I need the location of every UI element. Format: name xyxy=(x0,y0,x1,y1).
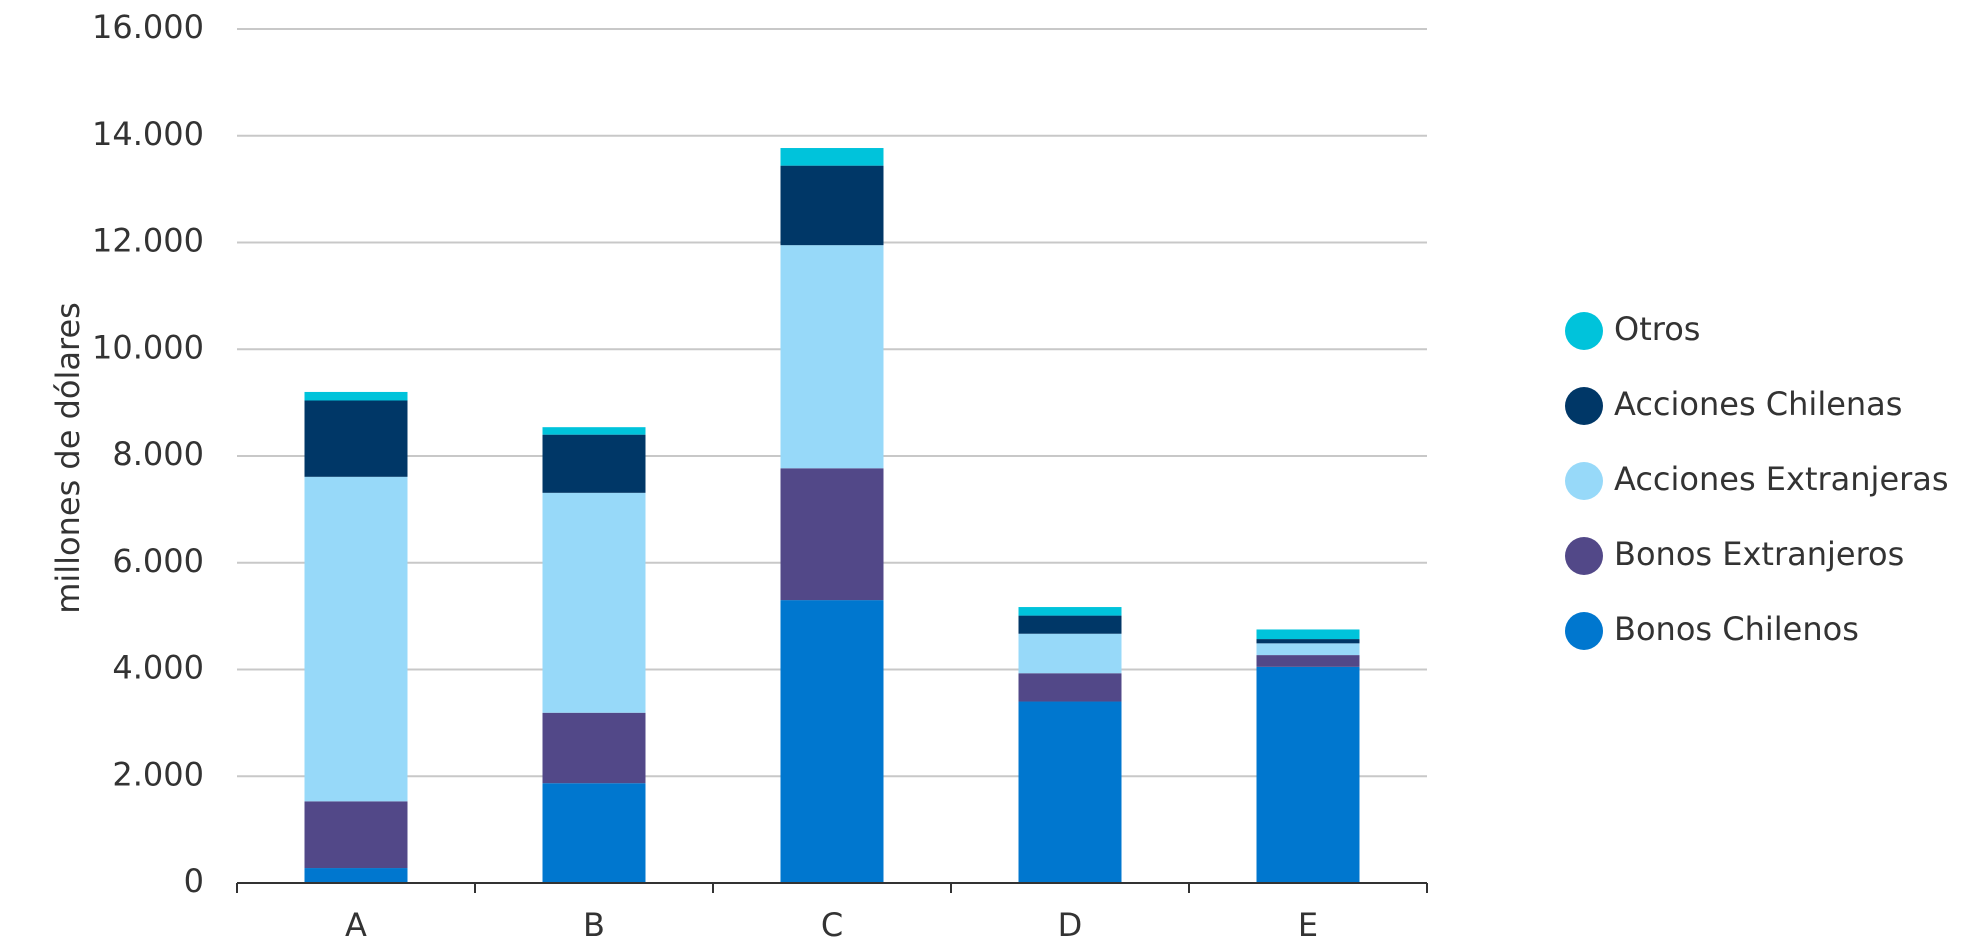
legend-swatch xyxy=(1565,462,1603,500)
bar-segment xyxy=(780,165,884,246)
legend-item: Acciones Chilenas xyxy=(1565,385,1902,425)
legend-label: Bonos Extranjeros xyxy=(1614,535,1904,573)
legend-label: Acciones Chilenas xyxy=(1614,385,1902,423)
bar-segment xyxy=(780,148,884,166)
bar-segment xyxy=(542,434,646,493)
y-tick-label: 14.000 xyxy=(92,115,204,153)
x-tick-label: B xyxy=(583,906,605,943)
y-tick-label: 12.000 xyxy=(92,222,204,260)
bar-segment xyxy=(304,400,408,477)
bar-segment xyxy=(1256,639,1360,644)
legend-item: Otros xyxy=(1565,310,1700,350)
y-tick-label: 16.000 xyxy=(92,8,204,46)
bar-segment xyxy=(1018,607,1122,616)
legend-swatch xyxy=(1565,312,1603,350)
legend: Otros Acciones Chilenas Acciones Extranjer… xyxy=(1565,310,1949,650)
bar-segment xyxy=(780,600,884,883)
bar-segment xyxy=(542,712,646,784)
y-axis-title: millones de dólares xyxy=(49,302,87,614)
bars xyxy=(304,148,1360,883)
bar-segment xyxy=(1018,673,1122,702)
legend-swatch xyxy=(1565,612,1603,650)
legend-label: Acciones Extranjeras xyxy=(1614,460,1949,498)
legend-label: Otros xyxy=(1614,310,1700,348)
x-tick-label: C xyxy=(821,906,843,943)
legend-swatch xyxy=(1565,537,1603,575)
axes: 0 2.000 4.000 6.000 8.000 10.000 12.000 14.000 1… xyxy=(92,8,1428,944)
bar-segment xyxy=(1256,643,1360,656)
y-tick-label: 0 xyxy=(184,862,204,900)
y-tick-label: 2.000 xyxy=(112,755,204,793)
y-tick-label: 4.000 xyxy=(112,649,204,687)
bar-segment xyxy=(542,427,646,435)
bar-segment xyxy=(780,245,884,469)
bar-segment xyxy=(542,492,646,713)
bar-segment xyxy=(304,801,408,869)
bar-segment xyxy=(780,468,884,601)
bar-segment xyxy=(304,391,408,401)
x-tick-label: A xyxy=(345,906,367,943)
y-tick-label: 8.000 xyxy=(112,435,204,473)
bar-segment xyxy=(1018,633,1122,674)
legend-item: Acciones Extranjeras xyxy=(1565,460,1949,500)
x-tick-label: E xyxy=(1298,906,1318,943)
y-tick-label: 6.000 xyxy=(112,542,204,580)
x-tick-label: D xyxy=(1058,906,1083,943)
bar-segment xyxy=(1256,655,1360,667)
bar-segment xyxy=(1018,615,1122,634)
bar-segment xyxy=(1018,701,1122,883)
legend-swatch xyxy=(1565,387,1603,425)
bar-segment xyxy=(1256,666,1360,883)
legend-item: Bonos Extranjeros xyxy=(1565,535,1904,575)
legend-item: Bonos Chilenos xyxy=(1565,610,1859,650)
bar-segment xyxy=(304,868,408,883)
legend-label: Bonos Chilenos xyxy=(1614,610,1859,648)
bar-segment xyxy=(542,783,646,883)
bar-segment xyxy=(304,476,408,802)
y-tick-label: 10.000 xyxy=(92,328,204,366)
bar-segment xyxy=(1256,629,1360,640)
